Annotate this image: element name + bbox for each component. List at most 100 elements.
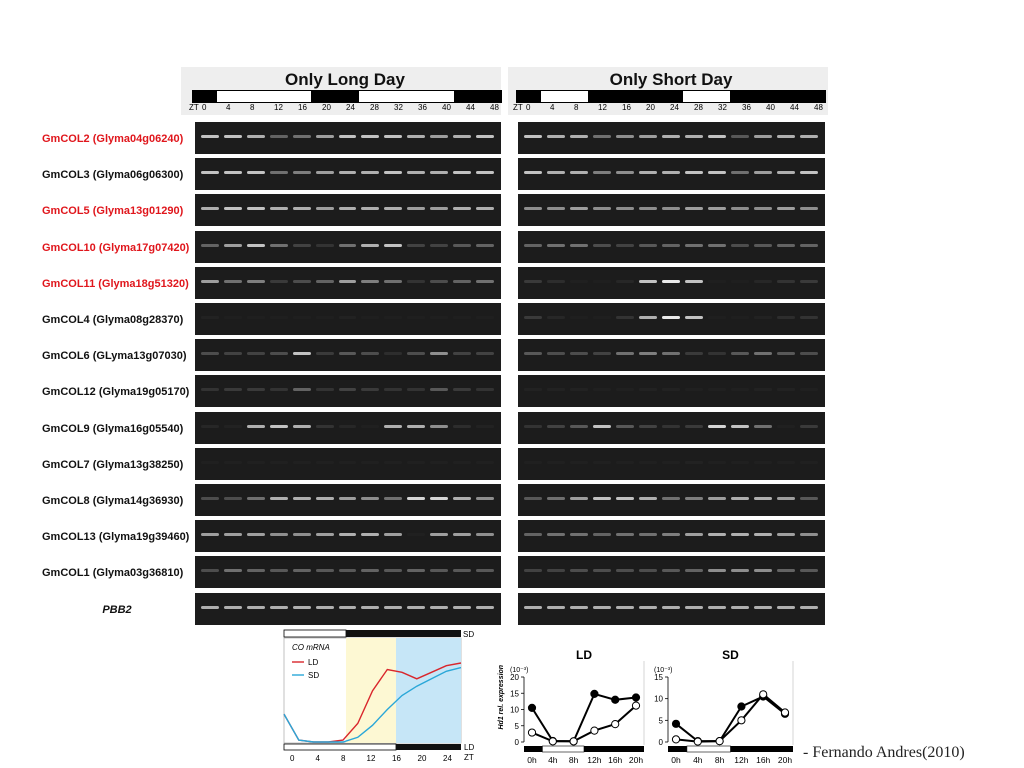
gel-band: [662, 605, 680, 609]
gel-band: [708, 316, 726, 319]
gel-band: [361, 460, 380, 464]
gel-band: [685, 605, 703, 609]
zt-tick: 4: [550, 103, 555, 112]
gel-long-day: [195, 266, 501, 299]
gel-band: [685, 388, 703, 392]
gel-band: [800, 352, 818, 356]
gel-band: [453, 316, 472, 319]
gel-band: [639, 497, 657, 500]
gel-band: [246, 533, 265, 537]
gel-band: [292, 171, 311, 175]
gene-label: GmCOL3 (Glyma06g06300): [42, 169, 184, 182]
gel-band: [593, 135, 611, 138]
gel-band: [246, 316, 265, 319]
gel-band: [800, 497, 818, 500]
gel-band: [361, 207, 380, 211]
hd1-y-scale-label: (10⁻³): [654, 667, 672, 674]
gel-band: [407, 497, 426, 500]
gel-band: [269, 316, 288, 319]
gel-band: [338, 316, 357, 319]
gel-band: [246, 605, 265, 609]
gel-band: [201, 569, 219, 573]
lightbar-segment-dark: [517, 91, 541, 102]
hd1-series-line: [531, 692, 637, 743]
gene-label: GmCOL2 (Glyma04g06240): [42, 133, 184, 145]
gel-long-day: [195, 194, 501, 227]
gel-band: [708, 279, 726, 283]
gel-band: [616, 460, 634, 464]
gel-band: [777, 279, 795, 283]
co-legend-sd-label: SD: [308, 671, 319, 680]
gel-band: [430, 460, 449, 464]
gel-band: [201, 605, 219, 609]
gel-band: [616, 279, 634, 283]
hd1-data-point: [569, 737, 578, 746]
gene-label: GmCOL10 (Glyma17g07420): [42, 241, 190, 254]
gel-band: [315, 352, 334, 356]
short-day-title: Only Short Day: [609, 70, 733, 89]
gel-band: [430, 533, 449, 537]
gel-band: [407, 460, 426, 464]
gel-band: [315, 497, 334, 500]
gel-band: [708, 569, 726, 573]
gel-band: [777, 207, 795, 211]
gel-band: [570, 388, 588, 392]
gel-short-day: [518, 520, 825, 553]
gel-band: [639, 279, 657, 283]
zt-tick: 32: [718, 103, 727, 112]
gel-long-day: [195, 592, 501, 625]
gel-band: [708, 533, 726, 537]
gel-band: [292, 424, 311, 428]
gel-band: [315, 388, 334, 392]
gel-band: [708, 605, 726, 609]
gel-band: [616, 569, 634, 573]
gel-band: [430, 279, 449, 283]
gel-band: [269, 207, 288, 211]
gel-short-day: [518, 447, 825, 480]
hd1-data-point: [631, 701, 641, 710]
gel-band: [201, 533, 219, 537]
gel-band: [223, 279, 242, 283]
gel-band: [246, 207, 265, 211]
hd1-data-point: [611, 695, 620, 704]
gel-band: [547, 533, 565, 537]
lightbar-segment-dark: [730, 91, 754, 102]
gel-band: [384, 497, 403, 500]
co-light-overlap-region: [346, 638, 396, 743]
gel-band: [639, 207, 657, 211]
gel-band: [524, 207, 542, 211]
zt-tick: 40: [766, 103, 775, 112]
gel-band: [361, 352, 380, 356]
gel-band: [616, 533, 634, 537]
gel-band: [547, 316, 565, 319]
hd1-x-tick-label: 12h: [734, 755, 748, 765]
gel-band: [384, 424, 403, 428]
gel-band: [476, 460, 494, 464]
gel-band: [407, 569, 426, 573]
gel-band: [201, 497, 219, 500]
hd1-data-point: [737, 702, 746, 711]
gel-band: [616, 424, 634, 428]
gel-band: [685, 279, 703, 283]
gel-band: [639, 243, 657, 247]
hd1-x-tick-label: 12h: [587, 755, 601, 765]
gel-band: [685, 533, 703, 537]
gel-band: [430, 388, 449, 392]
gel-band: [338, 352, 357, 356]
lightbar-segment-dark: [611, 91, 636, 102]
gel-band: [731, 424, 749, 428]
co-bottom-label: LD: [464, 743, 474, 752]
gel-band: [593, 424, 611, 428]
gel-band: [754, 279, 772, 283]
hd1-bar-dark: [730, 746, 793, 752]
gel-band: [708, 460, 726, 464]
gene-label: GmCOL13 (Glyma19g39460): [42, 531, 190, 544]
gel-band: [754, 497, 772, 500]
gel-band: [201, 135, 219, 138]
gel-band: [201, 279, 219, 283]
gel-band: [361, 316, 380, 319]
gel-band: [524, 533, 542, 537]
zt-tick: 12: [598, 103, 607, 112]
zt-tick: 44: [790, 103, 799, 112]
gel-band: [754, 460, 772, 464]
